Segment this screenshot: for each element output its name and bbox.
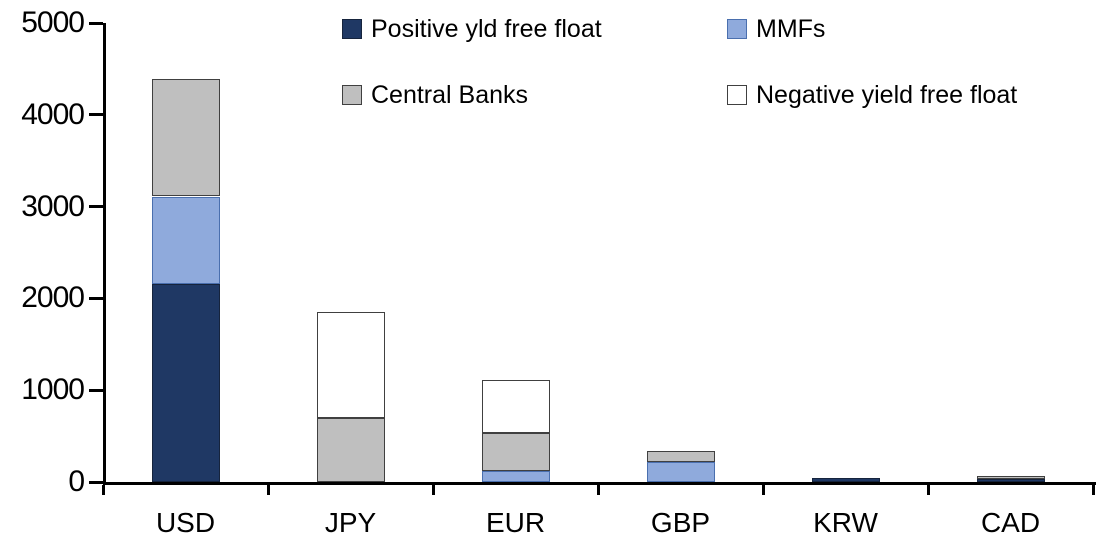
bar-segment-central-banks-usd — [151, 79, 220, 197]
legend-swatch-icon — [727, 85, 747, 105]
y-axis-tick-mark — [89, 205, 103, 209]
y-axis-tick-mark — [89, 296, 103, 300]
x-axis-tick-mark — [266, 485, 270, 495]
legend-item-positive-yld-free-float: Positive yld free float — [342, 16, 727, 42]
legend-label: Central Banks — [371, 81, 529, 109]
x-axis-tick-mark — [596, 485, 600, 495]
bar-segment-central-banks-gbp — [646, 451, 715, 463]
bar-segment-central-banks-jpy — [316, 417, 385, 482]
bar-segment-negative-yield-free-float-eur — [481, 379, 550, 433]
bar-segment-central-banks-cad — [976, 476, 1045, 480]
x-axis-category-label: JPY — [324, 507, 377, 538]
x-axis-tick-mark — [101, 485, 105, 495]
bar-segment-mmfs-gbp — [646, 462, 715, 482]
bar-segment-positive-yld-free-float-usd — [151, 283, 220, 482]
y-axis-tick-label: 5000 — [21, 6, 85, 39]
y-axis-tick-label: 1000 — [21, 373, 85, 407]
bar-segment-mmfs-eur — [481, 471, 550, 482]
y-axis-tick-mark — [89, 388, 103, 392]
legend-item-mmfs: MMFs — [727, 16, 1017, 42]
x-axis-category-label: USD — [155, 507, 216, 538]
x-axis-tick-mark — [761, 485, 765, 495]
chart-legend: Positive yld free float MMFs Central Banks… — [342, 16, 1017, 108]
y-axis-tick-mark — [89, 480, 103, 484]
x-axis-category-label: KRW — [813, 507, 878, 538]
y-axis-tick-label: 0 — [68, 465, 85, 498]
x-axis-tick-mark — [926, 485, 930, 495]
legend-label: MMFs — [756, 15, 826, 43]
x-axis-tick-mark — [431, 485, 435, 495]
legend-swatch-icon — [727, 19, 747, 39]
y-axis-tick-label: 2000 — [21, 281, 85, 315]
x-axis-category-label: GBP — [650, 507, 711, 538]
bar-segment-mmfs-usd — [151, 196, 220, 284]
x-axis-tick-mark — [1091, 485, 1095, 495]
bar-segment-positive-yld-free-float-cad — [976, 479, 1045, 482]
legend-swatch-icon — [342, 85, 362, 105]
x-axis-category-label: CAD — [980, 507, 1041, 538]
bar-segment-positive-yld-free-float-krw — [811, 477, 880, 482]
y-axis-tick-label: 4000 — [21, 97, 85, 131]
y-axis-tick-mark — [89, 21, 103, 25]
y-axis-tick-mark — [89, 113, 103, 117]
plot-area — [103, 23, 1096, 485]
x-axis-category-label: EUR — [485, 507, 546, 538]
bar-segment-central-banks-eur — [481, 432, 550, 472]
legend-swatch-icon — [342, 19, 362, 39]
legend-item-negative-yield-free-float: Negative yield free float — [727, 82, 1017, 108]
legend-label: Negative yield free float — [756, 81, 1018, 109]
bar-segment-negative-yield-free-float-jpy — [316, 312, 385, 418]
y-axis-tick-label: 3000 — [21, 189, 85, 223]
legend-label: Positive yld free float — [371, 15, 602, 43]
legend-item-central-banks: Central Banks — [342, 82, 727, 108]
